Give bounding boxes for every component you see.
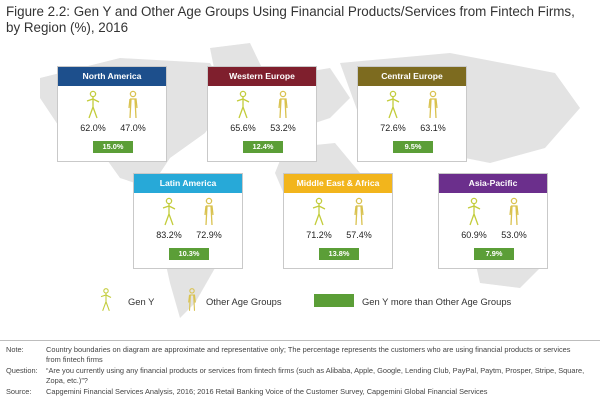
difference-badge: 7.9%	[474, 248, 514, 260]
gen-y-value: 83.2%	[156, 230, 182, 240]
region-header: Latin America	[134, 174, 242, 193]
difference-badge: 12.4%	[243, 141, 283, 153]
region-header: North America	[58, 67, 166, 86]
other-age-value: 53.0%	[501, 230, 527, 240]
region-header: Central Europe	[358, 67, 466, 86]
gen-y-value: 71.2%	[306, 230, 332, 240]
region-card: Latin America 83.2% 72.9% 10.3%	[133, 173, 243, 269]
figures	[358, 86, 466, 120]
gen-y-person-icon	[462, 197, 486, 227]
region-header: Middle East & Africa	[284, 174, 392, 193]
other-age-person-icon	[121, 90, 145, 120]
other-age-value: 63.1%	[420, 123, 446, 133]
note-row: Note: Country boundaries on diagram are …	[0, 345, 600, 365]
gen-y-person-icon	[231, 90, 255, 120]
legend-label-difference: Gen Y more than Other Age Groups	[362, 296, 512, 307]
percent-row: 83.2% 72.9%	[134, 227, 242, 243]
figures	[284, 193, 392, 227]
gen-y-person-icon	[81, 90, 105, 120]
percent-row: 65.6% 53.2%	[208, 120, 316, 136]
question-label: Question:	[6, 366, 38, 375]
other-age-value: 57.4%	[346, 230, 372, 240]
figures	[58, 86, 166, 120]
other-age-person-icon	[271, 90, 295, 120]
gen-y-person-icon	[381, 90, 405, 120]
figures	[439, 193, 547, 227]
gen-y-person-icon	[307, 197, 331, 227]
region-card: North America 62.0% 47.0% 15.0%	[57, 66, 167, 162]
figures	[134, 193, 242, 227]
difference-badge: 15.0%	[93, 141, 133, 153]
legend-label-gen-y: Gen Y	[128, 296, 155, 307]
other-age-person-icon	[197, 197, 221, 227]
legend-swatch-difference	[314, 294, 354, 307]
note-label: Note:	[6, 345, 24, 354]
percent-row: 62.0% 47.0%	[58, 120, 166, 136]
region-card: Middle East & Africa 71.2% 57.4% 13.8%	[283, 173, 393, 269]
other-age-value: 47.0%	[120, 123, 146, 133]
other-age-person-icon	[182, 287, 202, 313]
percent-row: 71.2% 57.4%	[284, 227, 392, 243]
gen-y-value: 72.6%	[380, 123, 406, 133]
region-header: Asia-Pacific	[439, 174, 547, 193]
gen-y-person-icon	[96, 287, 116, 313]
source-row: Source: Capgemini Financial Services Ana…	[0, 387, 600, 397]
percent-row: 72.6% 63.1%	[358, 120, 466, 136]
region-header: Western Europe	[208, 67, 316, 86]
figures	[208, 86, 316, 120]
region-card: Central Europe 72.6% 63.1% 9.5%	[357, 66, 467, 162]
gen-y-value: 60.9%	[461, 230, 487, 240]
region-card: Western Europe 65.6% 53.2% 12.4%	[207, 66, 317, 162]
source-text: Capgemini Financial Services Analysis, 2…	[46, 387, 488, 396]
difference-badge: 13.8%	[319, 248, 359, 260]
difference-badge: 10.3%	[169, 248, 209, 260]
question-text: “Are you currently using any financial p…	[46, 366, 585, 385]
other-age-person-icon	[347, 197, 371, 227]
difference-badge: 9.5%	[393, 141, 433, 153]
chart-title: Figure 2.2: Gen Y and Other Age Groups U…	[6, 4, 575, 35]
gen-y-value: 62.0%	[80, 123, 106, 133]
other-age-value: 72.9%	[196, 230, 222, 240]
gen-y-value: 65.6%	[230, 123, 256, 133]
other-age-person-icon	[502, 197, 526, 227]
note-text: Country boundaries on diagram are approx…	[46, 345, 571, 364]
other-age-person-icon	[421, 90, 445, 120]
percent-row: 60.9% 53.0%	[439, 227, 547, 243]
legend-label-other: Other Age Groups	[206, 296, 282, 307]
question-row: Question: “Are you currently using any f…	[0, 366, 600, 386]
notes-section: Note: Country boundaries on diagram are …	[0, 340, 600, 398]
other-age-value: 53.2%	[270, 123, 296, 133]
gen-y-person-icon	[157, 197, 181, 227]
source-label: Source:	[6, 387, 32, 396]
legend: Gen Y Other Age Groups Gen Y more than O…	[0, 287, 600, 317]
region-card: Asia-Pacific 60.9% 53.0% 7.9%	[438, 173, 548, 269]
